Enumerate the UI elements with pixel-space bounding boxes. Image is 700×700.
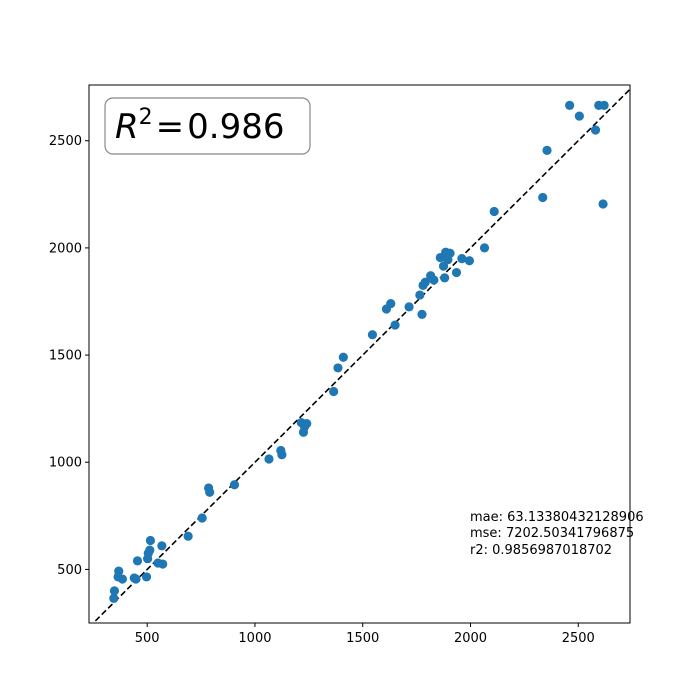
data-point [114,566,124,576]
data-point [542,145,552,155]
data-point [390,320,400,330]
r2-label: R2=0.986 [115,105,284,147]
data-point [538,192,548,203]
y-tick-label: 1500 [49,349,82,364]
data-point [117,574,128,584]
data-point [590,125,601,135]
x-tick-label: 500 [135,631,160,646]
data-point [205,487,215,497]
points-layer [109,100,609,603]
stat-mse: mse: 7202.50341796875 [470,526,634,541]
data-point [132,556,143,566]
data-point [302,419,312,429]
x-tick-label: 2500 [562,631,595,646]
x-tick-label: 1500 [346,631,379,646]
data-point [229,480,240,490]
x-tick-label: 1000 [238,631,271,646]
data-point [429,275,439,285]
data-point [183,531,193,541]
data-point [145,545,155,555]
data-point [417,309,427,319]
data-point [157,541,167,551]
y-axis: 500 1000 1500 2000 2500 [49,134,89,578]
plot-frame [88,84,631,624]
data-point [479,243,490,253]
data-point [264,454,274,464]
plot-area [89,85,630,623]
data-point [440,273,450,283]
data-point [141,572,152,582]
data-point [464,256,475,266]
r2-equals: = [156,107,185,147]
y-tick-label: 2000 [49,241,82,256]
stat-mae: mae: 63.13380432128906 [470,510,644,525]
r2-exponent: 2 [139,105,153,130]
reference-line-layer [92,88,630,623]
x-tick-label: 2000 [454,631,487,646]
data-point [386,299,396,309]
data-point [489,206,499,217]
data-point [329,386,339,397]
data-point [574,111,584,121]
data-point [367,330,378,340]
r2-value: 0.986 [187,107,284,147]
r2-box-frame [104,97,311,155]
data-point [333,363,343,373]
stat-r2: r2: 0.9856987018702 [470,543,612,558]
data-point [277,450,287,460]
data-point [145,535,156,546]
data-point [131,574,141,584]
data-point [404,302,414,312]
y-tick-label: 2500 [49,134,82,149]
r2-symbol: R [115,107,139,147]
data-point [158,559,168,569]
y-tick-label: 500 [57,563,82,578]
data-point [451,267,462,278]
data-point [420,277,430,287]
data-point [598,199,608,209]
data-point [457,254,467,264]
stats-annotation: mae: 63.13380432128906 mse: 7202.5034179… [470,510,644,558]
data-point [109,586,120,596]
data-point [565,100,575,110]
data-point [338,352,348,362]
data-point [415,290,425,300]
r2-box: R2=0.986 [104,97,311,155]
data-point [599,100,609,110]
data-point [109,593,119,603]
y-tick-label: 1000 [49,456,82,471]
data-point [197,513,207,523]
data-point [445,248,455,258]
reference-line [92,88,630,623]
x-axis: 500 1000 1500 2000 2500 [135,623,595,646]
